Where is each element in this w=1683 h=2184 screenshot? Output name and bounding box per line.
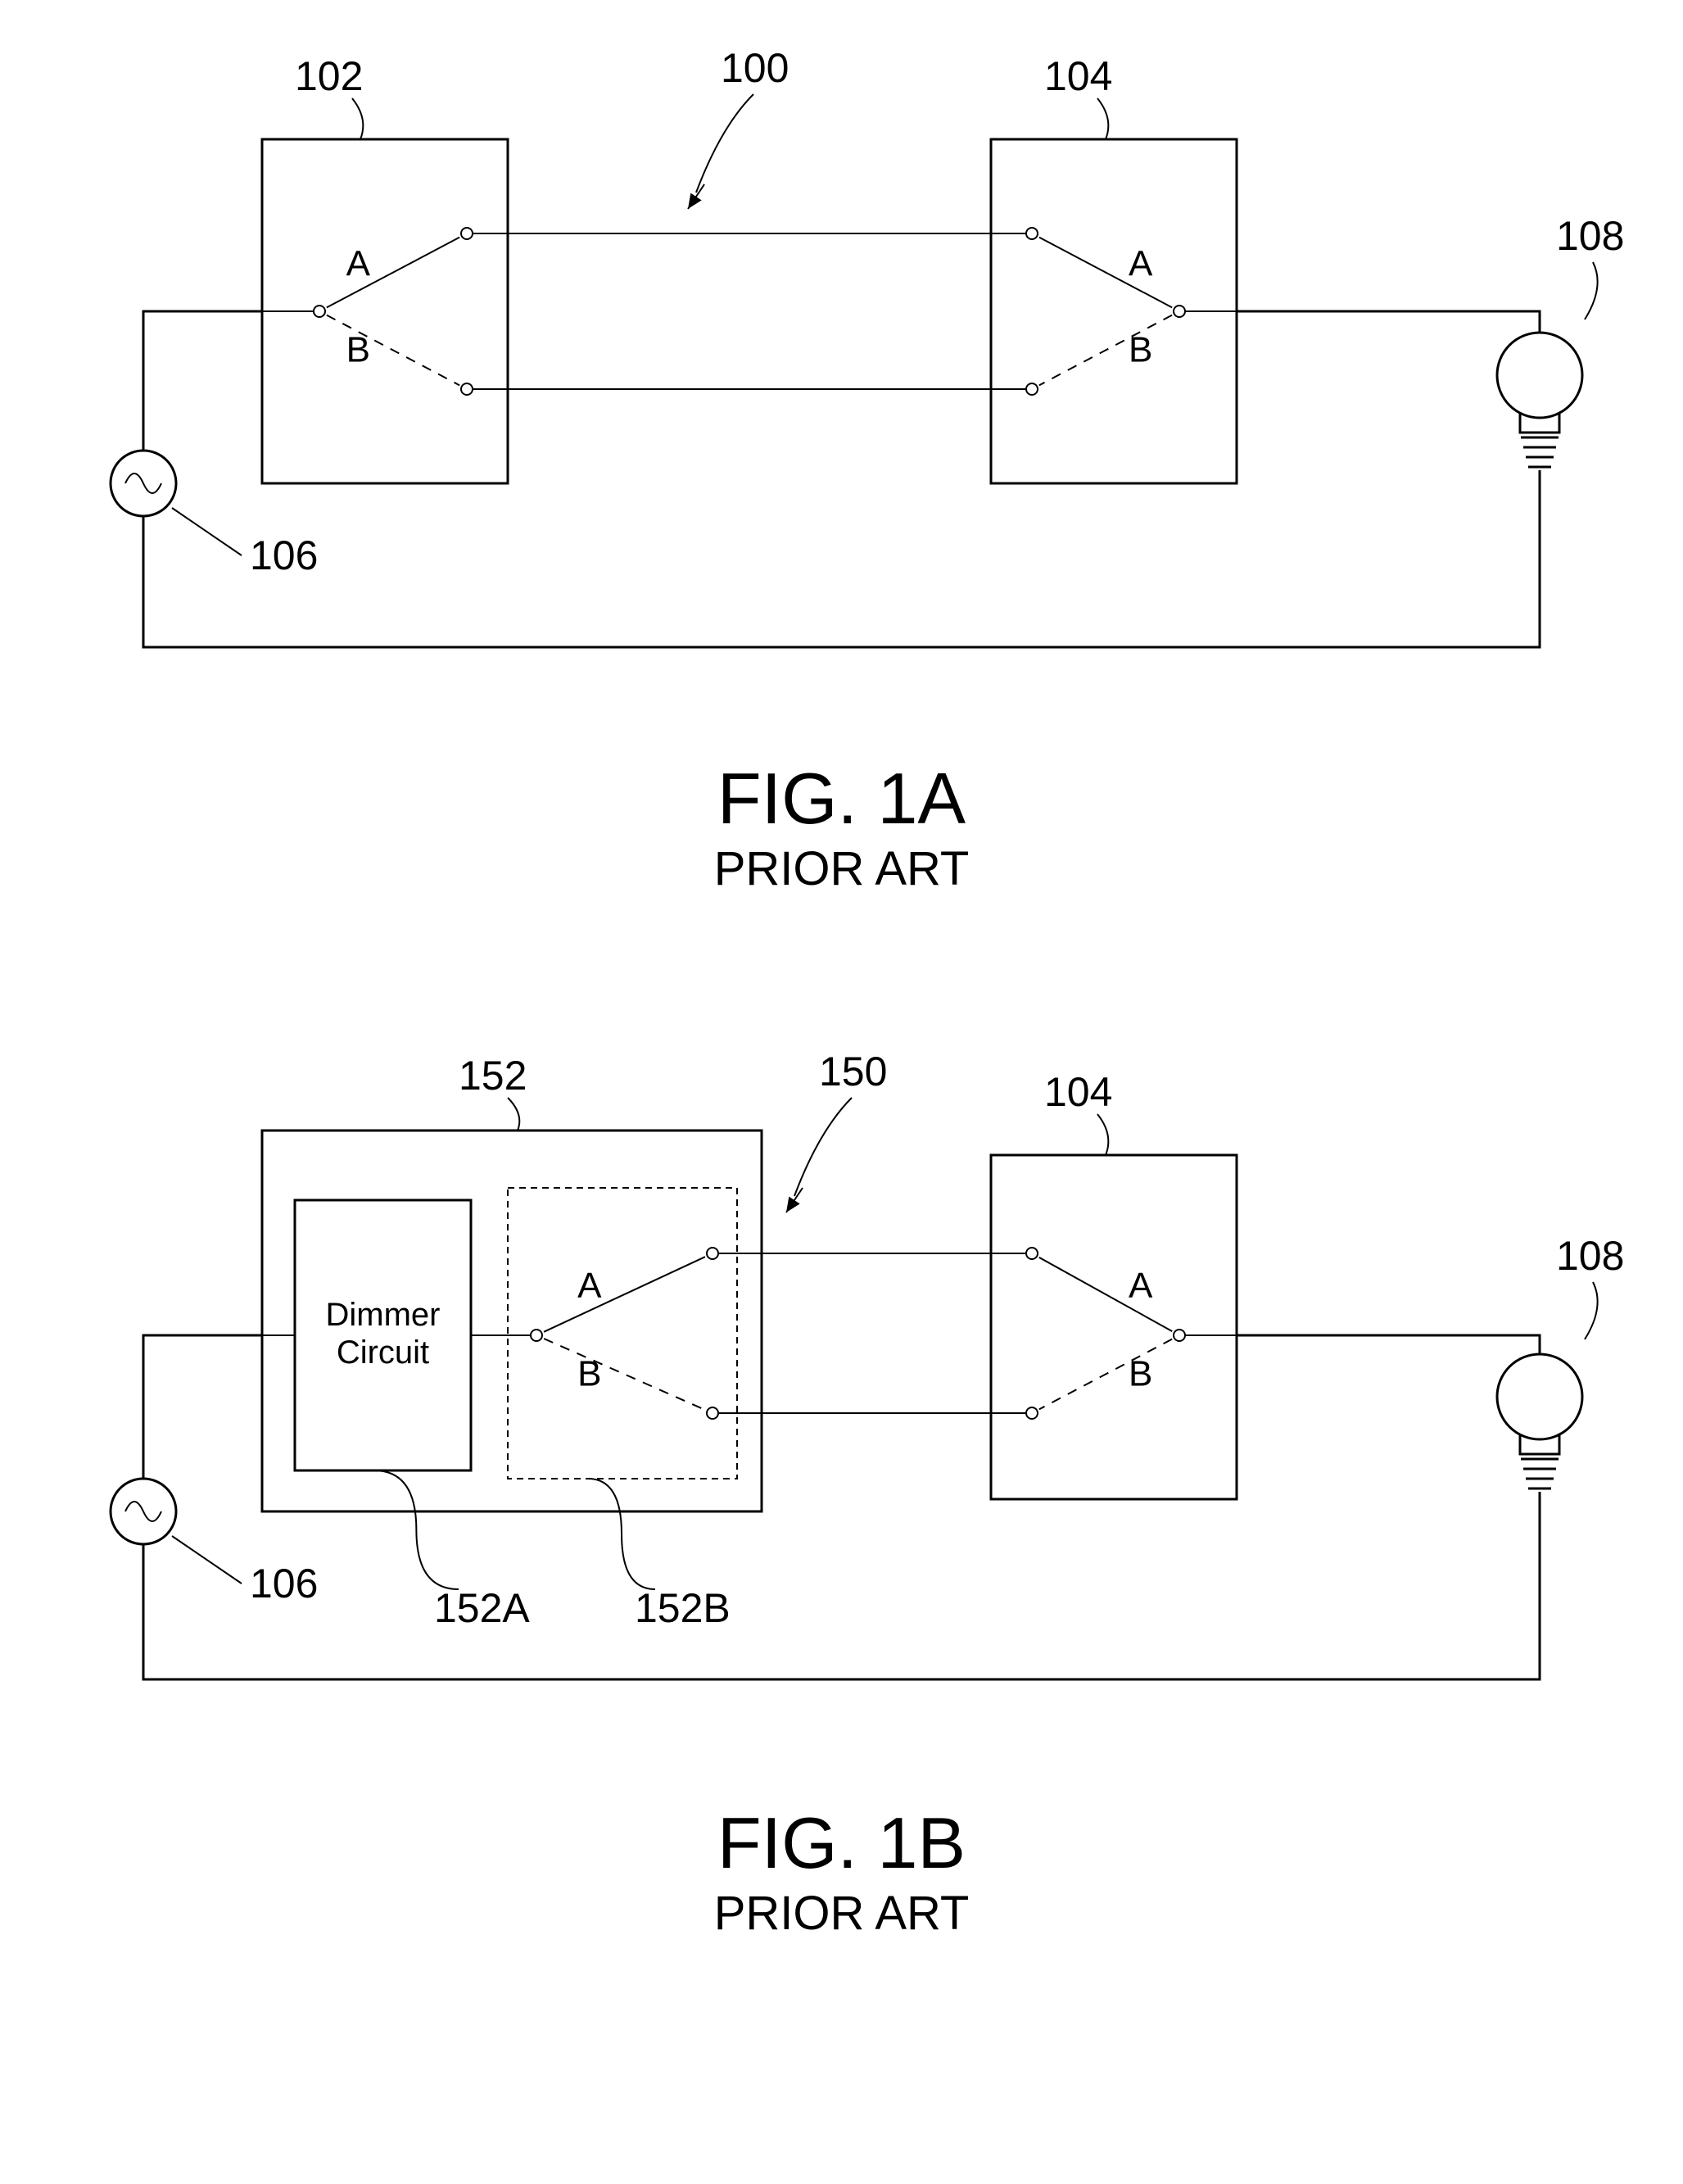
svg-text:A: A	[577, 1266, 602, 1306]
svg-text:152B: 152B	[635, 1585, 731, 1631]
patent-figures: ABAB102104100106108FIG. 1APRIOR ARTDimme…	[0, 0, 1683, 2184]
svg-text:B: B	[1129, 330, 1152, 370]
svg-text:Circuit: Circuit	[337, 1334, 429, 1371]
svg-text:106: 106	[250, 532, 318, 578]
svg-text:FIG. 1A: FIG. 1A	[717, 758, 966, 839]
svg-text:108: 108	[1556, 1233, 1624, 1279]
svg-text:100: 100	[721, 45, 789, 91]
svg-text:104: 104	[1044, 1069, 1112, 1115]
svg-text:152A: 152A	[434, 1585, 530, 1631]
svg-text:B: B	[577, 1354, 601, 1394]
svg-text:150: 150	[819, 1049, 887, 1094]
svg-text:152: 152	[459, 1053, 527, 1099]
svg-text:108: 108	[1556, 213, 1624, 259]
svg-text:A: A	[1129, 244, 1153, 284]
figure-1a: A B A B 102 104 100 106 108 FIG. 1APRIOR ART	[111, 45, 1624, 895]
figure-1b: DimmerCircuit A B A B 152 104 150 106 108 152A 152B…	[111, 1049, 1624, 1940]
svg-text:PRIOR ART: PRIOR ART	[714, 842, 970, 895]
svg-text:Dimmer: Dimmer	[326, 1297, 441, 1333]
svg-text:102: 102	[295, 53, 363, 99]
svg-text:PRIOR ART: PRIOR ART	[714, 1887, 970, 1940]
svg-text:A: A	[346, 244, 371, 284]
svg-text:106: 106	[250, 1561, 318, 1606]
svg-text:B: B	[346, 330, 370, 370]
svg-text:A: A	[1129, 1266, 1153, 1306]
svg-text:B: B	[1129, 1354, 1152, 1394]
svg-text:104: 104	[1044, 53, 1112, 99]
svg-text:FIG. 1B: FIG. 1B	[717, 1802, 966, 1883]
